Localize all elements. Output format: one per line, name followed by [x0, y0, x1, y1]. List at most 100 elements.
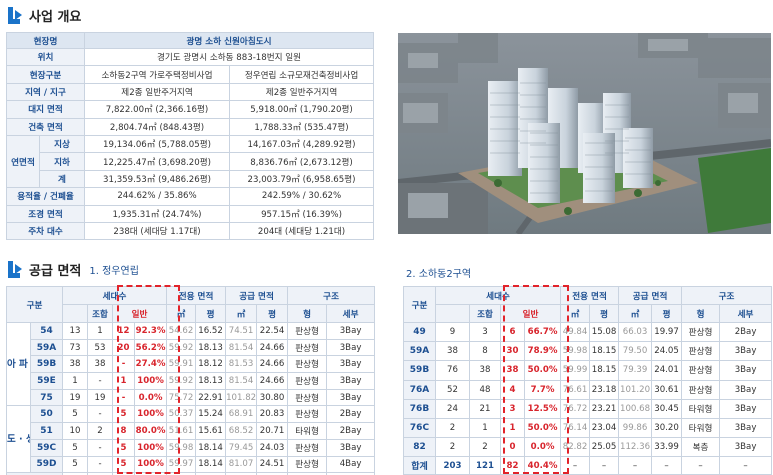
- exclusive-m2-cell: 59.98: [560, 341, 591, 362]
- supply-pyeong-cell: 24.66: [256, 338, 289, 357]
- supply-pyeong-cell: 30.61: [651, 379, 683, 400]
- units-blank-header: [62, 304, 89, 323]
- units-header: 세대수: [62, 286, 168, 305]
- form-header: 형: [681, 304, 721, 323]
- form-header: 형: [287, 304, 328, 323]
- form-cell: 타워형: [681, 417, 721, 439]
- detail-cell: 3Bay: [326, 372, 376, 390]
- detail-cell: 3Bay: [326, 438, 376, 457]
- row-value-b: 8,836.76㎡ (2,673.12평): [229, 152, 375, 171]
- exclusive-m2-cell: 59.99: [560, 360, 591, 381]
- units-cell: 38: [62, 355, 89, 374]
- row-value-b: 957.15㎡ (16.39%): [229, 204, 375, 223]
- exclusive-pyeong-cell: 23.21: [589, 398, 620, 419]
- units-cell: 73: [62, 338, 89, 357]
- left-subtitle: 1. 정우연립: [89, 266, 139, 277]
- total-row: 합계 203 121 82 40.4% – – – – – –: [403, 456, 773, 475]
- m2-header: ㎡: [166, 304, 197, 323]
- exclusive-m2-cell: 59.92: [166, 338, 197, 357]
- row-label: 지역 / 지구: [5, 82, 86, 102]
- type-cell: 59B: [29, 355, 64, 374]
- exclusive-pyeong-cell: 23.18: [589, 379, 620, 400]
- type-cell: 49: [403, 321, 436, 343]
- general-cell: 5: [112, 438, 136, 457]
- general-cell: 12: [112, 322, 136, 340]
- supply-m2-cell: 99.86: [618, 417, 653, 439]
- general-header: 일반: [499, 304, 562, 323]
- exclusive-m2-cell: 59.98: [166, 438, 197, 457]
- section-marker-icon: [8, 261, 25, 278]
- row-value-a: 12,225.47㎡ (3,698.20평): [84, 152, 231, 171]
- exclusive-m2-cell: 54.62: [166, 322, 197, 340]
- table-row: 59B 76 38 38 50.0% 59.99 18.15 79.39 24.0…: [403, 360, 773, 381]
- row-value-b: 정우연립 소규모재건축정비사업: [229, 65, 375, 84]
- form-cell: 판상형: [287, 388, 328, 407]
- form-cell: 타워형: [681, 398, 721, 419]
- total-member: 121: [469, 456, 501, 475]
- general-cell: 1: [112, 372, 136, 390]
- general-ratio-cell: 50.0%: [523, 417, 562, 439]
- detail-cell: 3Bay: [326, 355, 376, 374]
- type-cell: 76B: [403, 398, 436, 419]
- supply-pyeong-cell: 24.66: [256, 355, 289, 374]
- general-cell: 3: [500, 398, 525, 419]
- form-cell: 판상형: [681, 379, 721, 400]
- supply-m2-cell: 81.53: [225, 355, 258, 374]
- exclusive-pyeong-cell: 22.91: [195, 388, 227, 407]
- structure-header: 구조: [287, 286, 376, 305]
- general-ratio-cell: 12.5%: [523, 398, 562, 419]
- type-cell: 75: [29, 388, 64, 407]
- structure-header: 구조: [681, 286, 773, 305]
- row-value-b: 1,788.33㎡ (535.47평): [229, 117, 375, 136]
- right-subtitle: 2. 소하동2구역: [406, 269, 472, 280]
- supply-pyeong-cell: 30.80: [256, 388, 289, 407]
- general-ratio-cell: 78.9%: [523, 341, 562, 362]
- detail-cell: 3Bay: [719, 360, 773, 381]
- row-value-a: 244.62% / 35.86%: [84, 187, 231, 206]
- exclusive-m2-cell: 59.91: [166, 355, 197, 374]
- supply-pyeong-cell: 24.01: [651, 360, 683, 381]
- form-cell: 판상형: [287, 338, 328, 357]
- general-ratio-cell: 7.7%: [523, 379, 562, 400]
- member-cell: 1: [87, 322, 114, 340]
- member-cell: 3: [469, 321, 501, 343]
- gross-area-sub-label: 지하: [38, 152, 86, 171]
- exclusive-m2-cell: 59.92: [166, 372, 197, 390]
- row-value-a: 소하동2구역 가로주택정비사업: [84, 65, 231, 84]
- member-header: 조합: [87, 304, 114, 323]
- pyeong-header: 평: [256, 304, 289, 323]
- row-value-a: 31,359.53㎡ (9,486.26평): [84, 169, 231, 189]
- detail-cell: 2Bay: [719, 321, 773, 343]
- table-row: 82 2 2 0 0.0% 82.82 25.05 112.36 33.99 복층…: [403, 437, 773, 458]
- general-ratio-cell: 0.0%: [134, 388, 168, 407]
- supply-pyeong-cell: 24.51: [256, 455, 289, 474]
- units-cell: 5: [62, 405, 89, 424]
- row-value-b: 14,167.03㎡ (4,289.92평): [229, 134, 375, 154]
- exclusive-m2-cell: 51.61: [166, 422, 197, 440]
- right-subtitle-wrap: 2. 소하동2구역: [406, 265, 471, 280]
- supply-pyeong-cell: 20.83: [256, 405, 289, 424]
- row-label: 건축 면적: [5, 117, 86, 136]
- supply-area-header: 공급 면적: [225, 286, 289, 305]
- row-value-b: 23,003.79㎡ (6,958.65평): [229, 169, 375, 189]
- table-row: 76C 2 1 1 50.0% 76.14 23.04 99.86 30.20 타…: [403, 417, 773, 439]
- detail-cell: 2Bay: [326, 405, 376, 424]
- exclusive-pyeong-cell: 18.12: [195, 355, 227, 374]
- row-label: 현장구분: [5, 65, 86, 84]
- supply-m2-cell: 74.51: [225, 322, 258, 340]
- head-label: 현장명: [5, 32, 86, 49]
- general-ratio-cell: 80.0%: [134, 422, 168, 440]
- total-dash: –: [618, 456, 653, 475]
- general-header: 일반: [112, 304, 168, 323]
- supply-m2-cell: 101.20: [618, 379, 653, 400]
- exclusive-m2-cell: 82.82: [560, 437, 591, 458]
- supply-pyeong-cell: 24.03: [256, 438, 289, 457]
- exclusive-m2-cell: 59.97: [166, 455, 197, 474]
- pyeong-header: 평: [195, 304, 227, 323]
- member-cell: 38: [469, 360, 501, 381]
- section-header-supply: 공급 면적 1. 정우연립: [8, 260, 139, 279]
- exclusive-pyeong-cell: 18.13: [195, 372, 227, 390]
- supply-pyeong-cell: 30.20: [651, 417, 683, 439]
- member-cell: 2: [469, 437, 501, 458]
- exclusive-m2-cell: 49.84: [560, 321, 591, 343]
